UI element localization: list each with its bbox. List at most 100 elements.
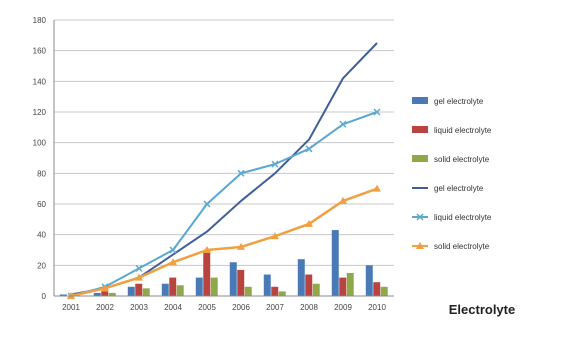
- legend-label: liquid electrolyte: [434, 126, 492, 135]
- x-tick-label: 2004: [164, 303, 182, 312]
- gridlines: [54, 19, 394, 297]
- x-tick-label: 2002: [96, 303, 114, 312]
- data-point: [271, 160, 279, 168]
- y-tick-label: 140: [33, 77, 47, 86]
- bar: [346, 273, 354, 296]
- x-tick-label: 2009: [334, 303, 352, 312]
- x-tick-label: 2006: [232, 303, 250, 312]
- legend-swatch: [412, 126, 428, 133]
- data-point: [203, 246, 211, 253]
- data-point: [339, 120, 347, 128]
- y-tick-label: 40: [37, 231, 46, 240]
- bar: [380, 286, 388, 296]
- data-point: [373, 184, 381, 192]
- y-tick-label: 0: [42, 292, 47, 301]
- y-tick-label: 80: [37, 169, 46, 178]
- data-point: [237, 242, 245, 250]
- data-point-stroke: [271, 160, 279, 168]
- bars: [59, 230, 388, 296]
- y-tick-label: 60: [37, 200, 46, 209]
- legend-label: gel electrolyte: [434, 97, 484, 106]
- bar: [339, 277, 347, 296]
- data-point-stroke: [305, 145, 313, 153]
- legend-item: liquid electrolyte: [412, 213, 492, 222]
- legend-marker: [416, 213, 424, 221]
- bar: [278, 291, 286, 296]
- bar: [161, 283, 169, 296]
- data-point: [237, 169, 245, 177]
- y-tick-label: 160: [33, 47, 47, 56]
- bar: [263, 274, 271, 296]
- bar: [203, 250, 211, 296]
- series-line: [70, 42, 378, 296]
- bar: [373, 282, 381, 296]
- y-tick-label: 100: [33, 139, 47, 148]
- data-point: [271, 232, 279, 240]
- chart-title: Electrolyte: [449, 302, 515, 317]
- bar: [305, 274, 313, 296]
- bar: [210, 277, 218, 296]
- x-tick-label: 2005: [198, 303, 216, 312]
- x-tick-label: 2007: [266, 303, 284, 312]
- x-tick-label: 2008: [300, 303, 318, 312]
- bar: [169, 277, 177, 296]
- legend-label: gel electrolyte: [434, 184, 484, 193]
- data-point: [373, 108, 381, 116]
- bar: [108, 292, 116, 296]
- legend-item: liquid electrolyte: [412, 126, 492, 135]
- bar: [176, 285, 184, 296]
- axes: 0 20 40 60 80 100 120 140 160 180 2001 2002 2003 2004…: [33, 16, 394, 312]
- y-tick-label: 20: [37, 261, 46, 270]
- bar: [195, 277, 203, 296]
- legend-swatch: [412, 155, 428, 162]
- legend-item: solid electrolyte: [412, 242, 490, 251]
- legend-marker: [416, 242, 424, 249]
- bar: [127, 286, 135, 296]
- bar: [135, 283, 143, 296]
- bar: [312, 283, 320, 296]
- x-tick-label: 2001: [62, 303, 80, 312]
- series-line: [70, 187, 378, 298]
- data-point: [135, 273, 143, 281]
- legend-label: solid electrolyte: [434, 155, 490, 164]
- bar: [297, 259, 305, 296]
- data-point: [339, 196, 347, 204]
- series-line: [70, 111, 378, 297]
- data-point: [135, 264, 143, 272]
- data-point: [101, 284, 109, 292]
- bar: [271, 286, 279, 296]
- data-point-stroke: [339, 120, 347, 128]
- legend: gel electrolyte liquid electrolyte solid e…: [412, 97, 492, 251]
- legend-label: liquid electrolyte: [434, 213, 492, 222]
- bar: [93, 292, 101, 296]
- data-point-stroke: [169, 246, 177, 254]
- legend-item: solid electrolyte: [412, 155, 490, 164]
- legend-swatch: [412, 97, 428, 104]
- data-point: [169, 258, 177, 266]
- y-tick-label: 180: [33, 16, 47, 25]
- legend-item: gel electrolyte: [412, 97, 484, 106]
- data-point: [203, 200, 211, 208]
- data-point-stroke: [203, 200, 211, 208]
- bar: [142, 288, 150, 296]
- x-tick-label: 2010: [368, 303, 386, 312]
- bar: [101, 291, 109, 296]
- data-point-stroke: [237, 169, 245, 177]
- data-point: [305, 145, 313, 153]
- data-point-stroke: [135, 264, 143, 272]
- legend-item: gel electrolyte: [412, 184, 484, 193]
- x-tick-label: 2003: [130, 303, 148, 312]
- bar: [237, 269, 245, 296]
- bar: [365, 265, 373, 296]
- bar: [229, 262, 237, 296]
- legend-label: solid electrolyte: [434, 242, 490, 251]
- bar: [59, 294, 67, 296]
- y-tick-label: 120: [33, 108, 47, 117]
- bar: [331, 230, 339, 296]
- data-point: [169, 246, 177, 254]
- bar: [244, 286, 252, 296]
- data-point-stroke: [373, 108, 381, 116]
- data-point: [305, 219, 313, 227]
